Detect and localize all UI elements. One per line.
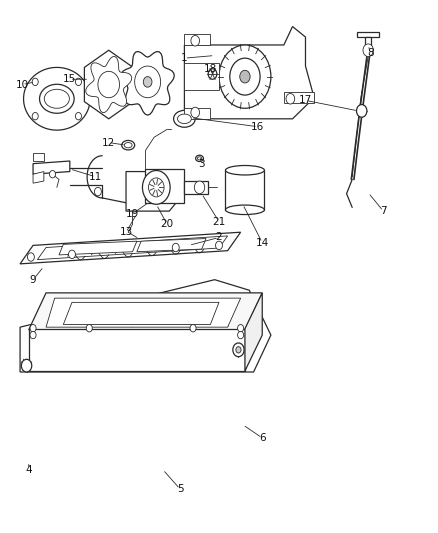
Polygon shape: [33, 161, 70, 174]
Ellipse shape: [44, 90, 69, 108]
Circle shape: [75, 112, 81, 120]
Text: 21: 21: [212, 217, 226, 227]
Polygon shape: [64, 302, 219, 325]
Circle shape: [30, 325, 36, 332]
Polygon shape: [33, 153, 44, 161]
Text: 18: 18: [204, 64, 217, 74]
Polygon shape: [226, 170, 265, 210]
Text: 17: 17: [299, 95, 312, 106]
Circle shape: [95, 188, 101, 196]
Polygon shape: [184, 35, 210, 45]
Circle shape: [172, 243, 179, 252]
Text: 9: 9: [30, 274, 36, 285]
Circle shape: [28, 253, 34, 261]
Circle shape: [237, 325, 244, 332]
Text: 14: 14: [256, 238, 269, 248]
Circle shape: [240, 70, 250, 83]
Polygon shape: [184, 27, 314, 119]
Ellipse shape: [196, 155, 203, 161]
Polygon shape: [33, 172, 44, 183]
Polygon shape: [59, 241, 137, 255]
Polygon shape: [24, 67, 90, 130]
Text: 5: 5: [177, 484, 184, 494]
Circle shape: [148, 178, 164, 197]
Polygon shape: [37, 236, 228, 260]
Text: 8: 8: [367, 48, 374, 58]
Text: 10: 10: [16, 79, 29, 90]
Text: 1: 1: [181, 53, 188, 63]
Circle shape: [230, 58, 260, 95]
Text: 2: 2: [215, 232, 223, 243]
Ellipse shape: [122, 140, 134, 150]
Circle shape: [49, 171, 56, 178]
Circle shape: [219, 45, 271, 108]
Circle shape: [32, 78, 38, 86]
Circle shape: [86, 325, 92, 332]
Text: 7: 7: [380, 206, 387, 216]
Circle shape: [191, 36, 200, 46]
Polygon shape: [184, 181, 208, 193]
Text: 13: 13: [120, 227, 133, 237]
Circle shape: [194, 181, 205, 193]
Polygon shape: [145, 169, 184, 203]
Circle shape: [236, 346, 241, 353]
Polygon shape: [184, 63, 219, 90]
Polygon shape: [365, 37, 371, 50]
Ellipse shape: [39, 84, 74, 114]
Polygon shape: [29, 329, 245, 371]
Circle shape: [68, 250, 75, 259]
Circle shape: [143, 77, 152, 87]
Circle shape: [32, 112, 38, 120]
Circle shape: [237, 332, 244, 339]
Polygon shape: [29, 293, 262, 330]
Circle shape: [191, 107, 200, 118]
Circle shape: [134, 66, 161, 98]
Polygon shape: [184, 108, 210, 119]
Circle shape: [208, 69, 217, 79]
Ellipse shape: [226, 205, 265, 215]
Polygon shape: [357, 32, 379, 37]
Polygon shape: [126, 172, 176, 211]
Text: 4: 4: [25, 465, 32, 474]
Polygon shape: [245, 293, 262, 371]
Ellipse shape: [177, 114, 191, 124]
Circle shape: [286, 93, 295, 104]
Polygon shape: [46, 298, 240, 327]
Text: 3: 3: [198, 159, 205, 168]
Text: 19: 19: [126, 209, 139, 219]
Polygon shape: [20, 280, 271, 372]
Text: 20: 20: [161, 219, 174, 229]
Ellipse shape: [198, 157, 202, 160]
Circle shape: [98, 71, 120, 98]
Circle shape: [233, 343, 244, 357]
Polygon shape: [20, 232, 240, 264]
Text: 12: 12: [102, 138, 115, 148]
Circle shape: [190, 325, 196, 332]
Text: 16: 16: [251, 122, 265, 132]
Polygon shape: [137, 239, 206, 252]
Text: 6: 6: [259, 433, 265, 443]
Ellipse shape: [226, 165, 265, 175]
Polygon shape: [85, 50, 133, 119]
Circle shape: [142, 171, 170, 204]
Circle shape: [30, 332, 36, 339]
Text: 11: 11: [89, 172, 102, 182]
Circle shape: [215, 241, 223, 249]
Polygon shape: [284, 92, 314, 103]
Circle shape: [357, 104, 367, 117]
Circle shape: [363, 44, 373, 56]
Circle shape: [75, 78, 81, 86]
Polygon shape: [86, 56, 132, 112]
Ellipse shape: [124, 142, 132, 148]
Circle shape: [21, 359, 32, 372]
Polygon shape: [121, 52, 174, 115]
Text: 15: 15: [63, 74, 77, 84]
Ellipse shape: [173, 110, 195, 127]
